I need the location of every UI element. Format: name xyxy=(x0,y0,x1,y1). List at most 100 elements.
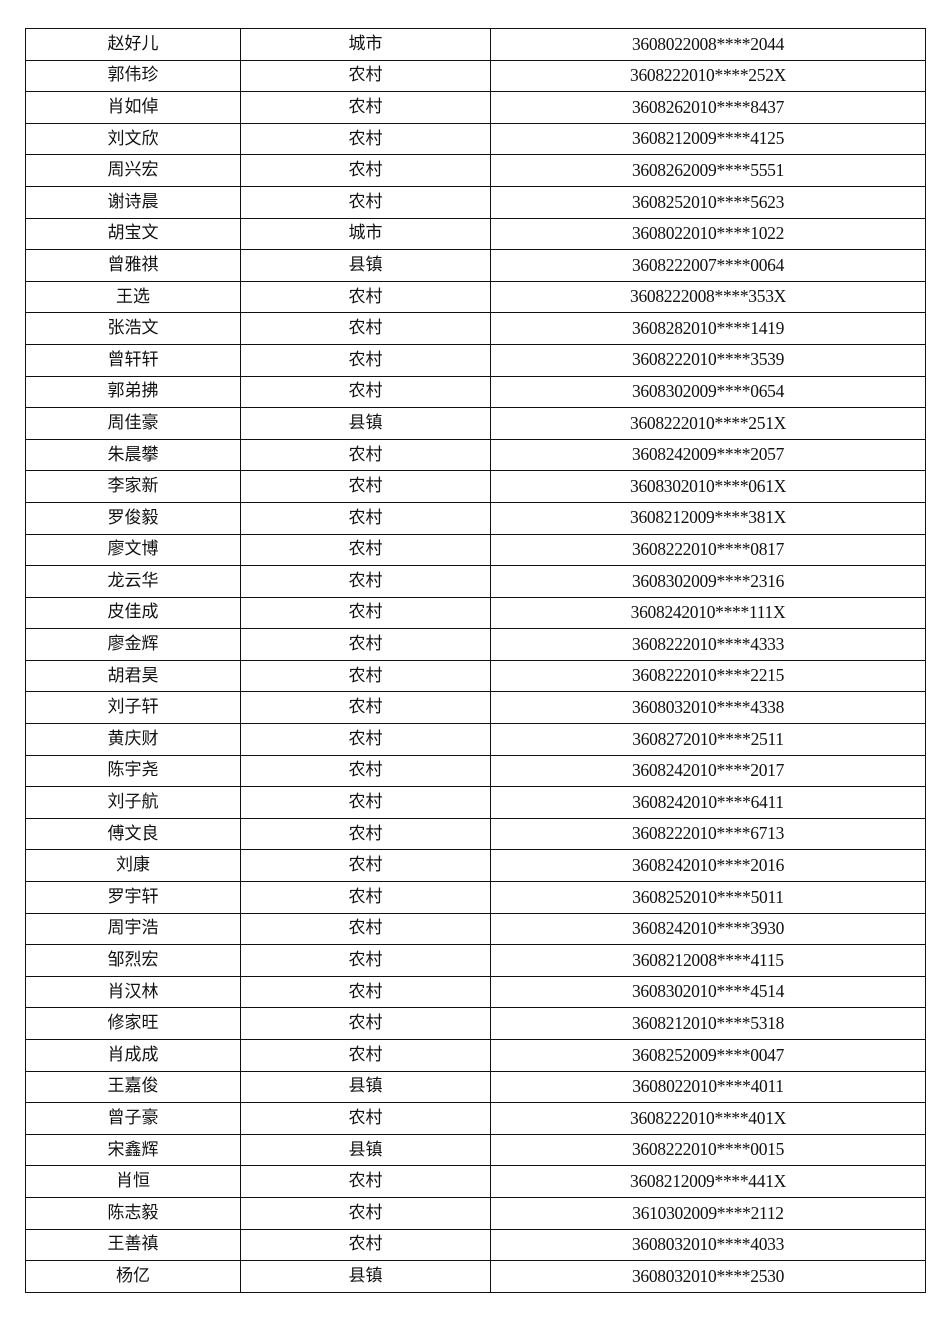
table-row: 王选 农村 3608222008****353X xyxy=(25,280,926,314)
table-row: 王嘉俊 县镇 3608022010****4011 xyxy=(25,1070,926,1104)
area-cell: 农村 xyxy=(240,59,491,93)
area-cell: 农村 xyxy=(240,438,491,472)
name-cell: 廖文博 xyxy=(25,533,241,567)
name-cell: 龙云华 xyxy=(25,565,241,598)
area-cell: 农村 xyxy=(240,754,491,788)
name-cell: 谢诗晨 xyxy=(25,185,241,219)
id-number-cell: 3608212009****381X xyxy=(490,501,926,535)
id-number-cell: 3608212009****441X xyxy=(490,1165,926,1198)
table-row: 赵好儿 城市 3608022008****2044 xyxy=(25,28,926,61)
table-row: 罗宇轩 农村 3608252010****5011 xyxy=(25,881,926,914)
id-number-cell: 3608212008****4115 xyxy=(490,944,926,977)
area-cell: 农村 xyxy=(240,312,491,345)
name-cell: 曾雅祺 xyxy=(25,249,241,282)
name-cell: 傅文良 xyxy=(25,817,241,851)
name-cell: 肖如倬 xyxy=(25,91,241,124)
area-cell: 县镇 xyxy=(240,407,491,440)
id-number-cell: 3608032010****4033 xyxy=(490,1228,926,1262)
table-row: 廖金辉 农村 3608222010****4333 xyxy=(25,628,926,661)
area-cell: 农村 xyxy=(240,533,491,567)
area-cell: 县镇 xyxy=(240,249,491,282)
id-number-cell: 3608262009****5551 xyxy=(490,154,926,187)
area-cell: 农村 xyxy=(240,912,491,946)
id-number-cell: 3608032010****2530 xyxy=(490,1260,926,1293)
table-body: 赵好儿 城市 3608022008****2044 郭伟珍 农村 3608222010**… xyxy=(25,28,926,1293)
area-cell: 县镇 xyxy=(240,1133,491,1167)
table-row: 曾轩轩 农村 3608222010****3539 xyxy=(25,343,926,377)
area-cell: 农村 xyxy=(240,280,491,314)
id-number-cell: 3608032010****4338 xyxy=(490,691,926,725)
id-number-cell: 3608302010****061X xyxy=(490,470,926,503)
area-cell: 农村 xyxy=(240,628,491,661)
name-cell: 修家旺 xyxy=(25,1007,241,1040)
table-row: 郭弟拂 农村 3608302009****0654 xyxy=(25,375,926,409)
name-cell: 刘子航 xyxy=(25,786,241,819)
area-cell: 农村 xyxy=(240,881,491,914)
table-row: 廖文博 农村 3608222010****0817 xyxy=(25,533,926,567)
name-cell: 朱晨攀 xyxy=(25,438,241,472)
id-number-cell: 3608242010****2016 xyxy=(490,849,926,883)
name-cell: 邹烈宏 xyxy=(25,944,241,977)
id-number-cell: 3608212009****4125 xyxy=(490,122,926,156)
area-cell: 农村 xyxy=(240,91,491,124)
table-row: 修家旺 农村 3608212010****5318 xyxy=(25,1007,926,1040)
name-cell: 罗俊毅 xyxy=(25,501,241,535)
table-row: 周宇浩 农村 3608242010****3930 xyxy=(25,912,926,946)
id-number-cell: 3608022010****4011 xyxy=(490,1070,926,1104)
area-cell: 农村 xyxy=(240,375,491,409)
table-row: 宋鑫辉 县镇 3608222010****0015 xyxy=(25,1133,926,1167)
table-row: 郭伟珍 农村 3608222010****252X xyxy=(25,59,926,93)
id-number-cell: 3608222007****0064 xyxy=(490,249,926,282)
table-row: 肖恒 农村 3608212009****441X xyxy=(25,1165,926,1198)
name-cell: 周宇浩 xyxy=(25,912,241,946)
area-cell: 农村 xyxy=(240,154,491,187)
area-cell: 农村 xyxy=(240,975,491,1009)
id-number-cell: 3608242009****2057 xyxy=(490,438,926,472)
id-number-cell: 3608252010****5623 xyxy=(490,185,926,219)
name-cell: 刘康 xyxy=(25,849,241,883)
area-cell: 农村 xyxy=(240,944,491,977)
id-number-cell: 3608242010****111X xyxy=(490,596,926,630)
table-row: 刘康 农村 3608242010****2016 xyxy=(25,849,926,883)
id-number-cell: 3608222010****2215 xyxy=(490,659,926,693)
name-cell: 陈志毅 xyxy=(25,1196,241,1230)
area-cell: 农村 xyxy=(240,723,491,756)
name-cell: 刘文欣 xyxy=(25,122,241,156)
table-row: 刘文欣 农村 3608212009****4125 xyxy=(25,122,926,156)
id-number-cell: 3608212010****5318 xyxy=(490,1007,926,1040)
name-cell: 胡君昊 xyxy=(25,659,241,693)
table-row: 张浩文 农村 3608282010****1419 xyxy=(25,312,926,345)
area-cell: 农村 xyxy=(240,565,491,598)
name-cell: 王善禛 xyxy=(25,1228,241,1262)
id-number-cell: 3608302009****2316 xyxy=(490,565,926,598)
table-row: 周佳豪 县镇 3608222010****251X xyxy=(25,407,926,440)
area-cell: 农村 xyxy=(240,659,491,693)
id-number-cell: 3608222010****0817 xyxy=(490,533,926,567)
id-number-cell: 3608242010****2017 xyxy=(490,754,926,788)
table-row: 皮佳成 农村 3608242010****111X xyxy=(25,596,926,630)
table-row: 胡宝文 城市 3608022010****1022 xyxy=(25,217,926,251)
area-cell: 农村 xyxy=(240,1228,491,1262)
table-row: 傅文良 农村 3608222010****6713 xyxy=(25,817,926,851)
area-cell: 农村 xyxy=(240,122,491,156)
area-cell: 城市 xyxy=(240,217,491,251)
name-cell: 郭弟拂 xyxy=(25,375,241,409)
area-cell: 农村 xyxy=(240,596,491,630)
id-number-cell: 3608262010****8437 xyxy=(490,91,926,124)
id-number-cell: 3608222010****3539 xyxy=(490,343,926,377)
table-row: 刘子航 农村 3608242010****6411 xyxy=(25,786,926,819)
name-cell: 肖汉林 xyxy=(25,975,241,1009)
id-number-cell: 3608282010****1419 xyxy=(490,312,926,345)
student-table: 赵好儿 城市 3608022008****2044 郭伟珍 农村 3608222010**… xyxy=(25,28,926,1293)
id-number-cell: 3608222010****6713 xyxy=(490,817,926,851)
name-cell: 肖成成 xyxy=(25,1039,241,1072)
area-cell: 农村 xyxy=(240,817,491,851)
table-row: 朱晨攀 农村 3608242009****2057 xyxy=(25,438,926,472)
table-row: 肖汉林 农村 3608302010****4514 xyxy=(25,975,926,1009)
name-cell: 郭伟珍 xyxy=(25,59,241,93)
id-number-cell: 3608252010****5011 xyxy=(490,881,926,914)
table-row: 谢诗晨 农村 3608252010****5623 xyxy=(25,185,926,219)
area-cell: 农村 xyxy=(240,849,491,883)
id-number-cell: 3608222010****4333 xyxy=(490,628,926,661)
table-row: 陈志毅 农村 3610302009****2112 xyxy=(25,1196,926,1230)
